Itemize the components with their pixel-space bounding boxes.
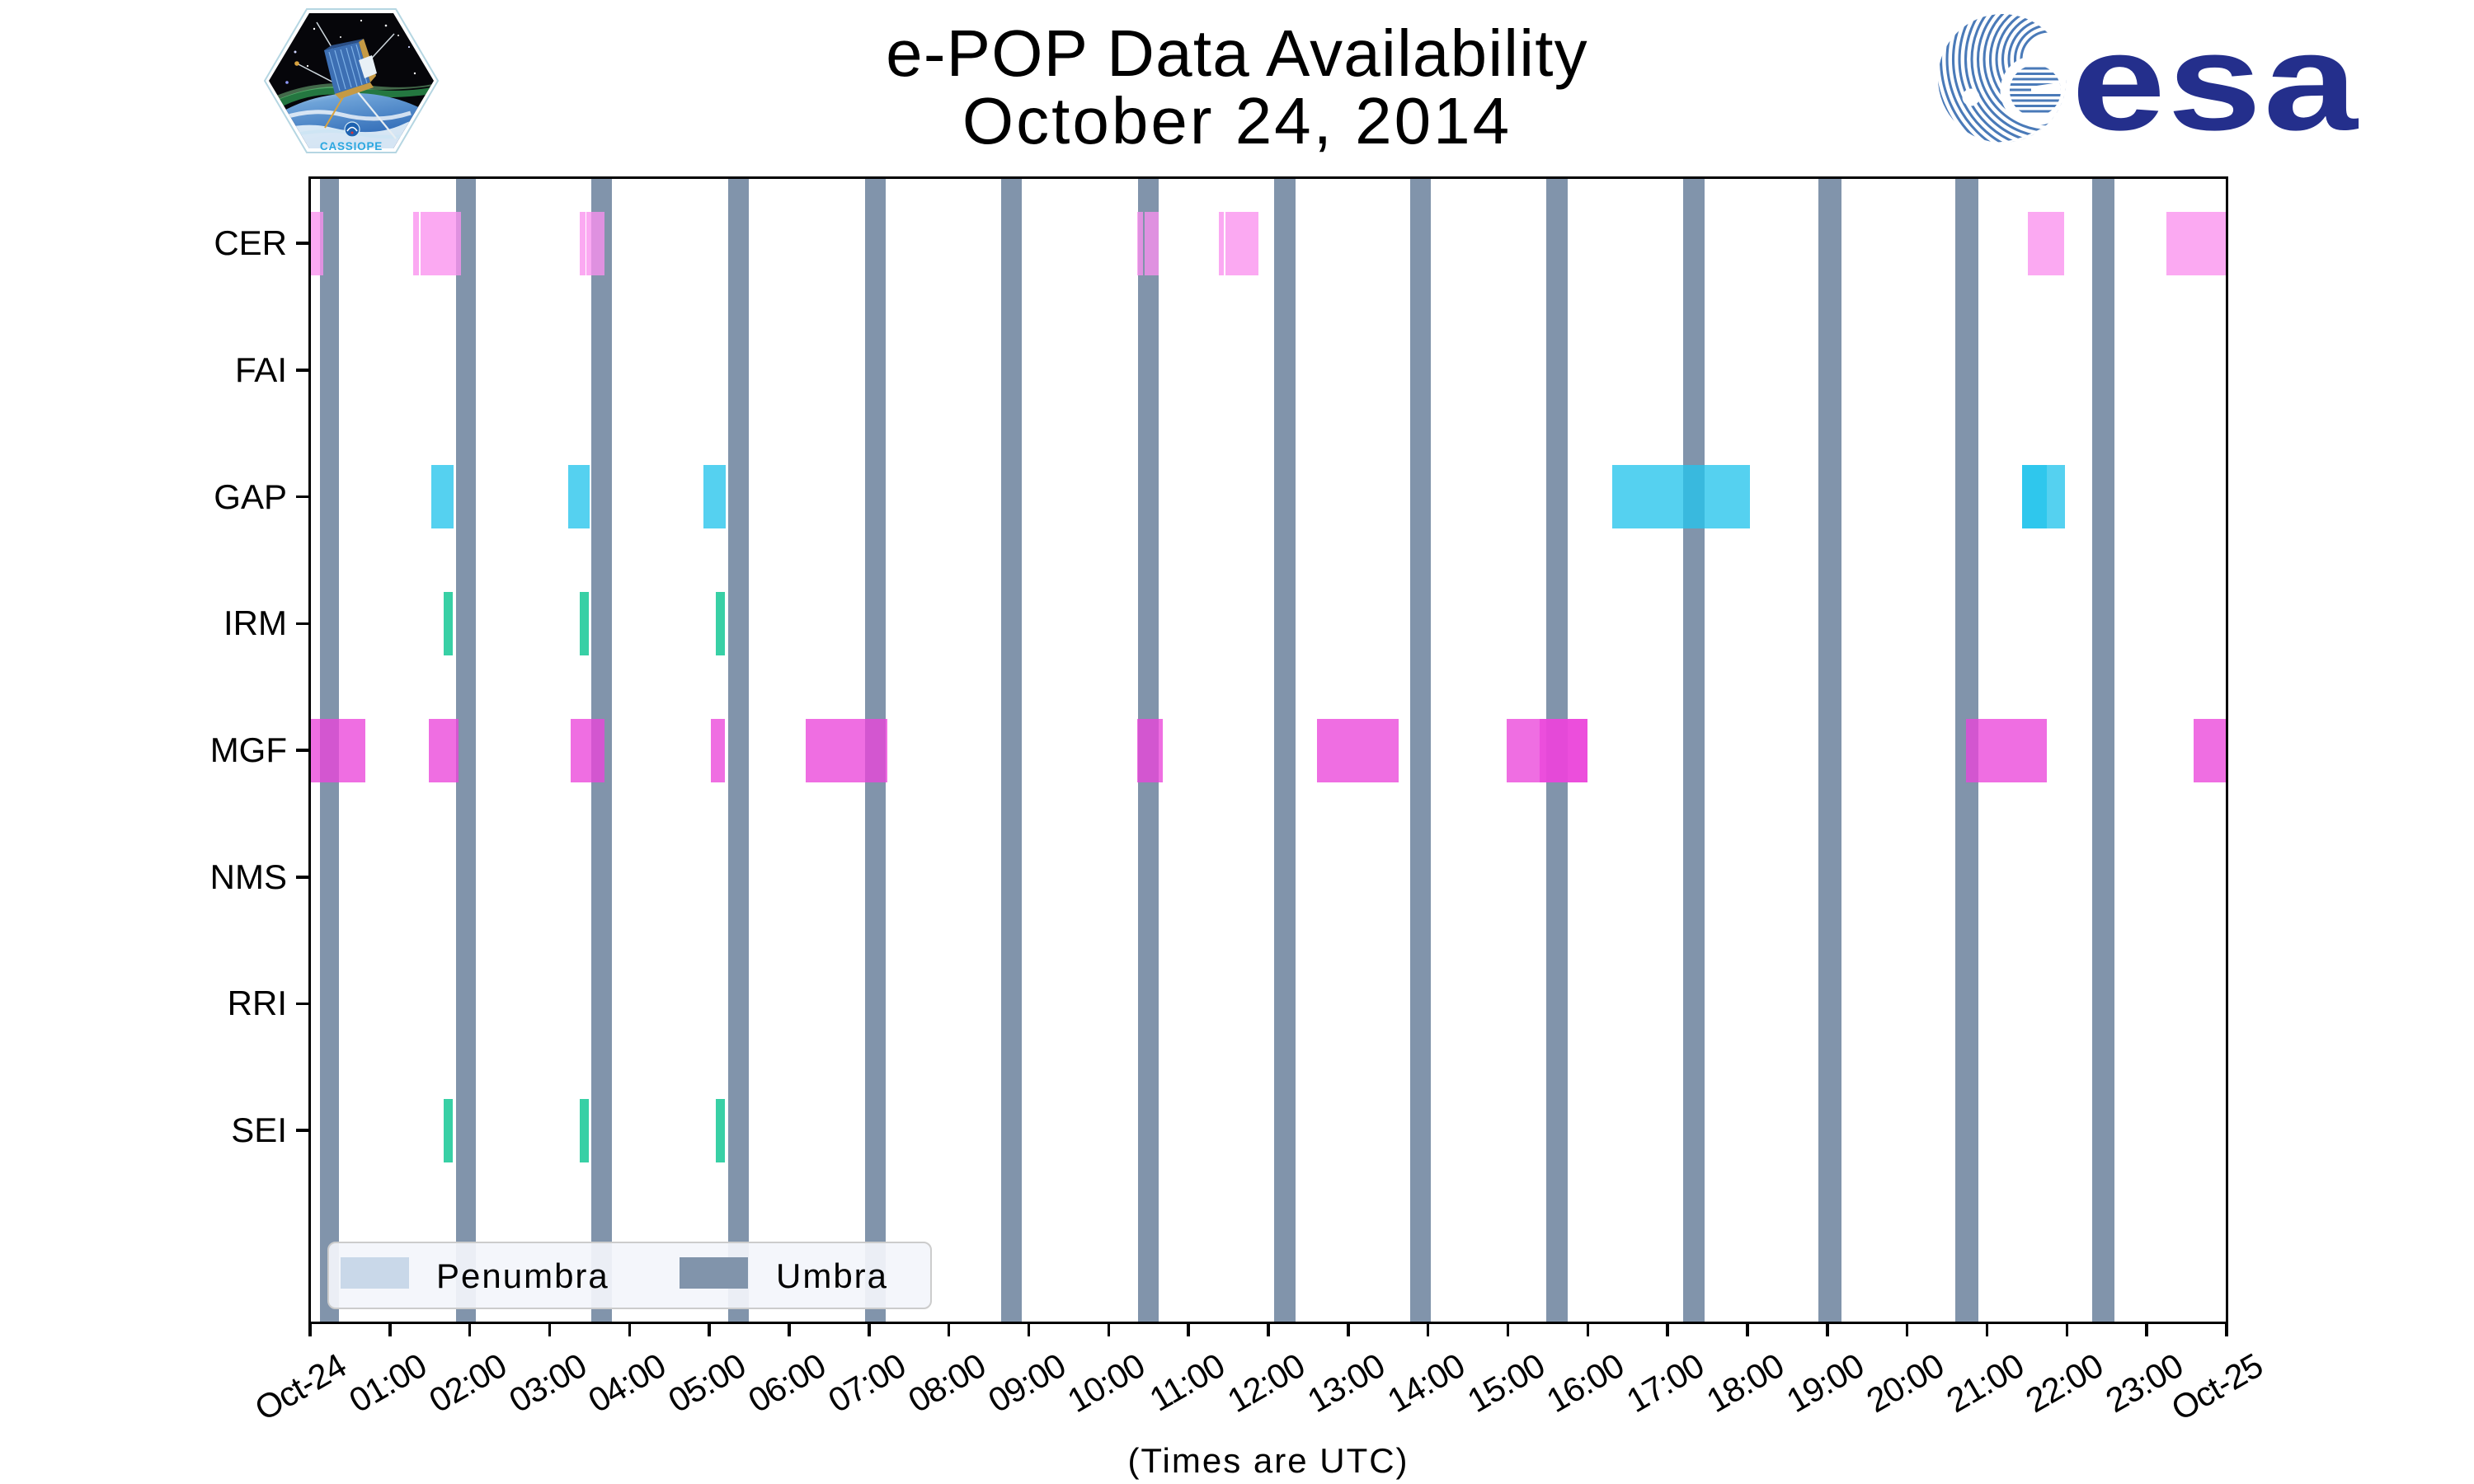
svg-text:esa: esa	[2072, 12, 2359, 159]
svg-text:CASSIOPE: CASSIOPE	[320, 140, 383, 153]
